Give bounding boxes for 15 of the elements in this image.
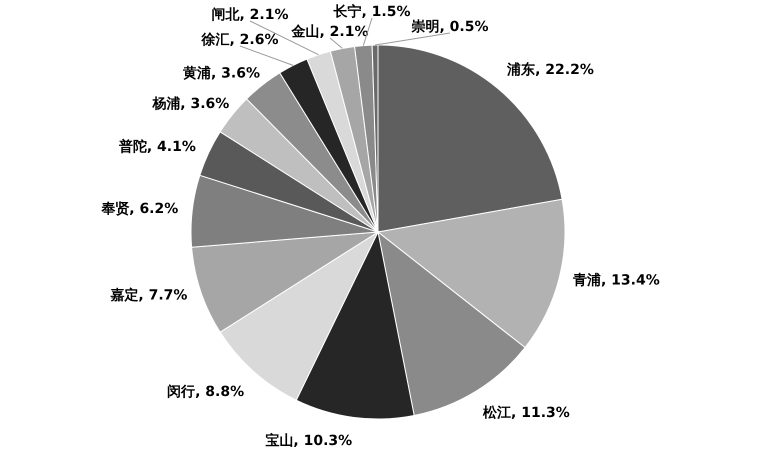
slice-label: 浦东, 22.2% [506, 60, 594, 78]
slice-label: 普陀, 4.1% [118, 138, 196, 155]
slice-label: 松江, 11.3% [482, 405, 570, 422]
slice-label: 金山, 2.1% [290, 24, 369, 40]
slice-label: 杨浦, 3.6% [151, 96, 230, 112]
slice-label: 闵行, 8.8% [167, 384, 244, 400]
slice-label: 闸北, 2.1% [211, 6, 289, 23]
slice-label: 黄浦, 3.6% [182, 66, 260, 82]
slice-label: 奉贤, 6.2% [100, 201, 178, 218]
slice-label: 嘉定, 7.7% [110, 286, 188, 304]
slice-label: 宝山, 10.3% [265, 432, 352, 450]
slice-label: 长宁, 1.5% [332, 2, 411, 20]
slice-label: 徐汇, 2.6% [200, 32, 279, 48]
slice-label: 崇明, 0.5% [410, 18, 489, 35]
slice-label: 青浦, 13.4% [572, 272, 660, 289]
